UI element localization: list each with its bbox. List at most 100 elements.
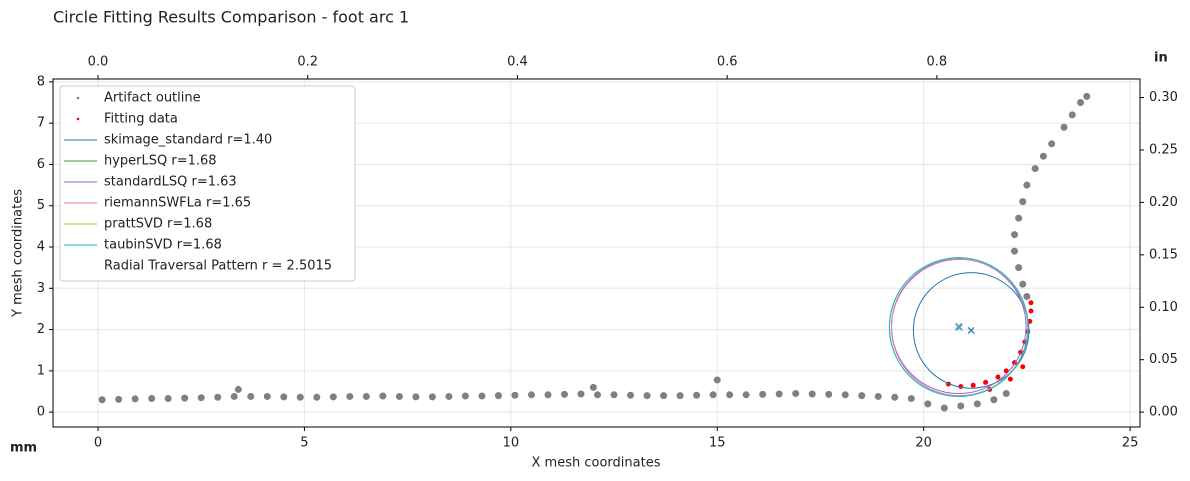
scatter-point [627,391,635,399]
scatter-point [148,395,156,403]
scatter-point [1023,181,1031,189]
scatter-point [577,390,585,398]
y-tick-label: 7 [37,116,45,131]
scatter-point [445,392,453,400]
chart-title: Circle Fitting Results Comparison - foot… [53,8,409,27]
legend-label: Artifact outline [104,91,201,106]
scatter-point [1060,123,1068,131]
scatter-point [1015,214,1023,222]
scatter-point [428,393,436,401]
scatter-point [970,382,976,388]
scatter-point [808,390,816,398]
scatter-point [1010,231,1018,239]
scatter-point [643,392,651,400]
scatter-point [891,393,899,401]
legend-label: riemannSWFLa r=1.65 [104,196,251,211]
x2-tick-label: 0.0 [88,55,109,70]
scatter-point [1019,280,1027,288]
scatter-point [1023,293,1031,301]
x2-tick-label: 0.8 [927,55,948,70]
scatter-point [841,391,849,399]
scatter-point [589,383,597,391]
scatter-point [329,393,337,401]
y-tick-label: 2 [37,322,45,337]
legend-box [59,85,356,282]
legend-label: taubinSVD r=1.68 [104,238,222,253]
y2-tick-label: 0.25 [1149,142,1178,157]
legend-label: standardLSQ r=1.63 [104,175,237,190]
legend-label: prattSVD r=1.68 [104,217,212,232]
scatter-point [709,391,717,399]
scatter-point [1083,92,1091,100]
scatter-point [1019,198,1027,206]
x-unit: mm [10,441,37,456]
y2-tick-label: 0.00 [1149,405,1178,420]
scatter-point [825,390,833,398]
scatter-point [940,404,948,412]
circle-center [955,323,963,331]
scatter-point [973,400,981,408]
x2-tick-label: 0.6 [717,55,738,70]
scatter-point [1002,390,1010,398]
scatter-point [115,395,123,403]
circle-center [967,326,975,334]
y-axis-label: Y mesh coordinates [11,189,26,318]
y-tick-label: 8 [37,74,45,89]
scatter-point [1028,300,1034,306]
legend-label: hyperLSQ r=1.68 [104,154,217,169]
y-tick-label: 1 [37,363,45,378]
scatter-point [742,391,750,399]
scatter-point [907,395,915,403]
legend: Artifact outline Fitting data skimage_stan… [59,85,356,282]
fitted-circle [888,257,1029,397]
legend-label: skimage_standard r=1.40 [104,133,272,148]
x-tick-label: 5 [300,436,308,451]
scatter-point [511,391,519,399]
y-tick-label: 3 [37,281,45,296]
legend-label: Fitting data [104,112,178,127]
scatter-point [990,396,998,404]
scatter-point [1031,165,1039,173]
scatter-point [713,376,721,384]
scatter-point [313,393,321,401]
scatter-point [164,395,172,403]
scatter-point [924,400,932,408]
scatter-point [131,395,139,403]
y2-tick-label: 0.20 [1149,195,1178,210]
scatter-point [676,392,684,400]
scatter-point [527,391,535,399]
scatter-point [296,393,304,401]
scatter-point [759,390,767,398]
scatter-point [544,391,552,399]
scatter-point [263,392,271,400]
scatter-point [1028,308,1034,314]
x-tick-label: 15 [709,436,726,451]
scatter-point [197,394,205,402]
scatter-point [561,390,569,398]
fitted-circle [912,272,1030,389]
scatter-point [660,392,668,400]
y-tick-label: 4 [37,240,45,255]
scatter-point [362,392,370,400]
scatter-point [214,393,222,401]
y2-tick-label: 0.10 [1149,300,1178,315]
x-tick-label: 10 [503,436,520,451]
y2-tick-label: 0.30 [1149,90,1178,105]
scatter-point [726,391,734,399]
legend-marker [76,117,80,121]
scatter-point [98,396,106,404]
scatter-point [346,392,354,400]
scatter-point [230,392,238,400]
scatter-point [1010,247,1018,255]
scatter-point [792,390,800,398]
scatter-point [1077,99,1085,107]
legend-label: Radial Traversal Pattern r = 2.5015 [104,259,332,274]
x2-tick-label: 0.4 [507,55,528,70]
grid [53,79,1140,427]
scatter-point [379,392,387,400]
x-tick-label: 25 [1122,436,1139,451]
scatter-point [181,394,189,402]
scatter-point [1007,376,1013,382]
plot-area [98,92,1091,412]
